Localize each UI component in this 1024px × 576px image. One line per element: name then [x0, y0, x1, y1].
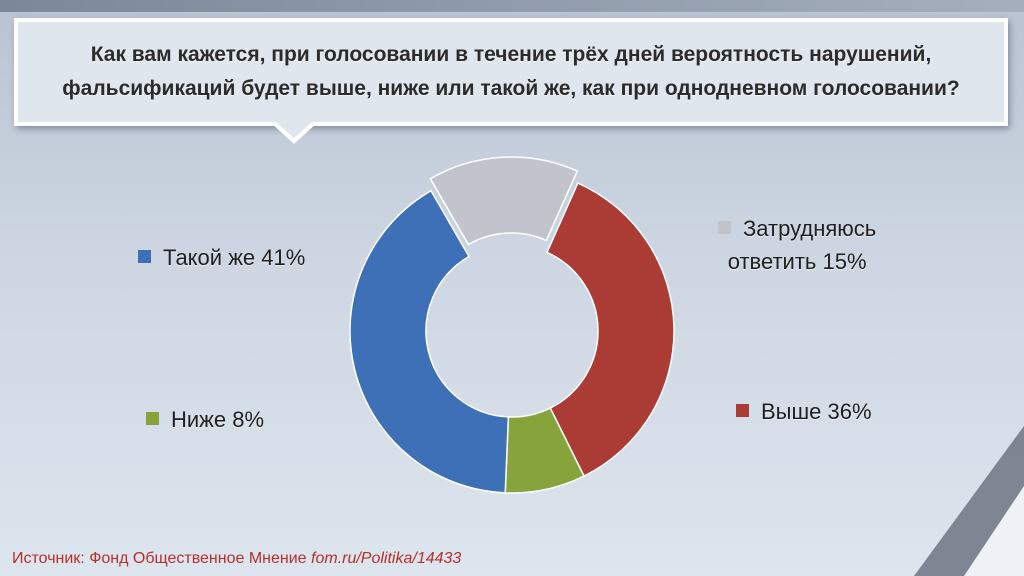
legend-label-higher: Выше 36% — [761, 399, 872, 425]
top-bar — [0, 0, 1024, 12]
source-label: Источник: Фонд Общественное Мнение — [12, 550, 312, 567]
slice-1 — [545, 182, 675, 478]
corner-decoration-light — [964, 486, 1024, 576]
callout-tail-inner — [276, 122, 312, 138]
legend-swatch-hard-to-say — [718, 220, 731, 234]
legend-swatch-higher — [736, 403, 749, 417]
source-line: Источник: Фонд Общественное Мнение fom.r… — [12, 550, 461, 568]
legend-swatch-same — [138, 249, 151, 263]
legend-label-same: Такой же 41% — [163, 245, 306, 271]
legend-item-higher: Выше 36% — [736, 398, 872, 425]
source-url: fom.ru/Politika/14433 — [311, 550, 462, 567]
legend-item-hard-to-say: Затрудняюсь ответить 15% — [718, 212, 876, 278]
slice-3 — [349, 189, 510, 494]
legend-label-hard-to-say-line2: ответить 15% — [727, 249, 867, 275]
legend-label-lower: Ниже 8% — [171, 407, 265, 433]
legend-item-same: Такой же 41% — [138, 244, 305, 271]
title-callout — [14, 18, 1008, 126]
slice-0 — [429, 156, 579, 246]
legend-label-hard-to-say-line1: Затрудняюсь — [743, 216, 877, 242]
donut-slices — [349, 156, 675, 494]
chart-title: Как вам кажется, при голосовании в течен… — [62, 43, 960, 100]
legend-item-lower: Ниже 8% — [146, 406, 264, 433]
legend-swatch-lower — [146, 411, 159, 425]
